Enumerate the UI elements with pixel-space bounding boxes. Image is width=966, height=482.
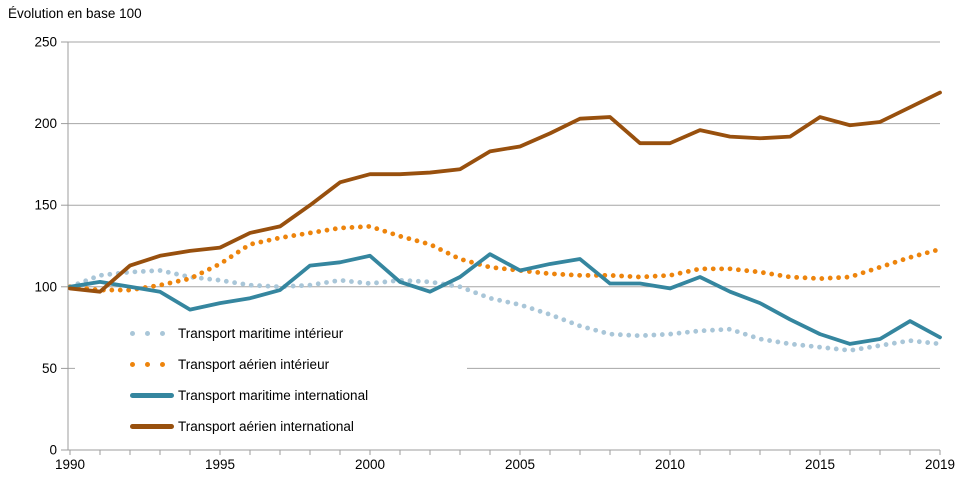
legend-label: Transport aérien intérieur — [178, 356, 330, 372]
legend-dot-icon — [160, 330, 165, 336]
x-tick-label-1990: 1990 — [55, 457, 85, 472]
chart-title: Évolution en base 100 — [8, 6, 142, 21]
series-line-transport-maritime-interieur — [67, 268, 943, 353]
legend-item-transport-aerien-interieur: Transport aérien intérieur — [130, 350, 467, 378]
x-tick-label-2019: 2019 — [925, 457, 955, 472]
legend-dot-icon — [160, 361, 165, 367]
legend-item-transport-maritime-interieur: Transport maritime intérieur — [130, 319, 467, 347]
x-tick-label-2010: 2010 — [655, 457, 685, 472]
x-tick-label-2005: 2005 — [505, 457, 535, 472]
legend-label: Transport maritime international — [178, 388, 369, 404]
legend-dot-icon — [130, 330, 135, 336]
legend-item-transport-aerien-international: Transport aérien international — [130, 413, 467, 441]
y-tick-label-50: 50 — [42, 361, 57, 376]
y-tick-label-150: 150 — [34, 198, 57, 213]
legend-marker-dotted-icon — [130, 361, 178, 367]
y-tick-label-250: 250 — [34, 35, 57, 50]
legend: Transport maritime intérieur Transport aé… — [75, 316, 467, 446]
legend-marker-solid-icon — [130, 424, 178, 430]
legend-bar-icon — [130, 424, 174, 430]
legend-label: Transport maritime intérieur — [178, 325, 344, 341]
legend-label: Transport aérien international — [178, 419, 354, 435]
y-tick-label-100: 100 — [34, 279, 57, 294]
legend-dot-icon — [145, 330, 150, 336]
legend-marker-dotted-icon — [130, 330, 178, 336]
legend-dot-icon — [145, 361, 150, 367]
y-tick-label-200: 200 — [34, 116, 57, 131]
series-line-transport-aerien-interieur — [67, 224, 943, 293]
y-tick-label-0: 0 — [49, 443, 57, 458]
x-tick-label-2015: 2015 — [805, 457, 835, 472]
legend-dot-icon — [130, 361, 135, 367]
legend-marker-solid-icon — [130, 393, 178, 399]
series-line-transport-aerien-international — [68, 90, 942, 294]
x-tick-label-2000: 2000 — [355, 457, 385, 472]
x-tick-label-1995: 1995 — [205, 457, 235, 472]
legend-item-transport-maritime-international: Transport maritime international — [130, 382, 467, 410]
series-line-transport-maritime-international — [68, 252, 942, 346]
legend-bar-icon — [130, 393, 174, 399]
